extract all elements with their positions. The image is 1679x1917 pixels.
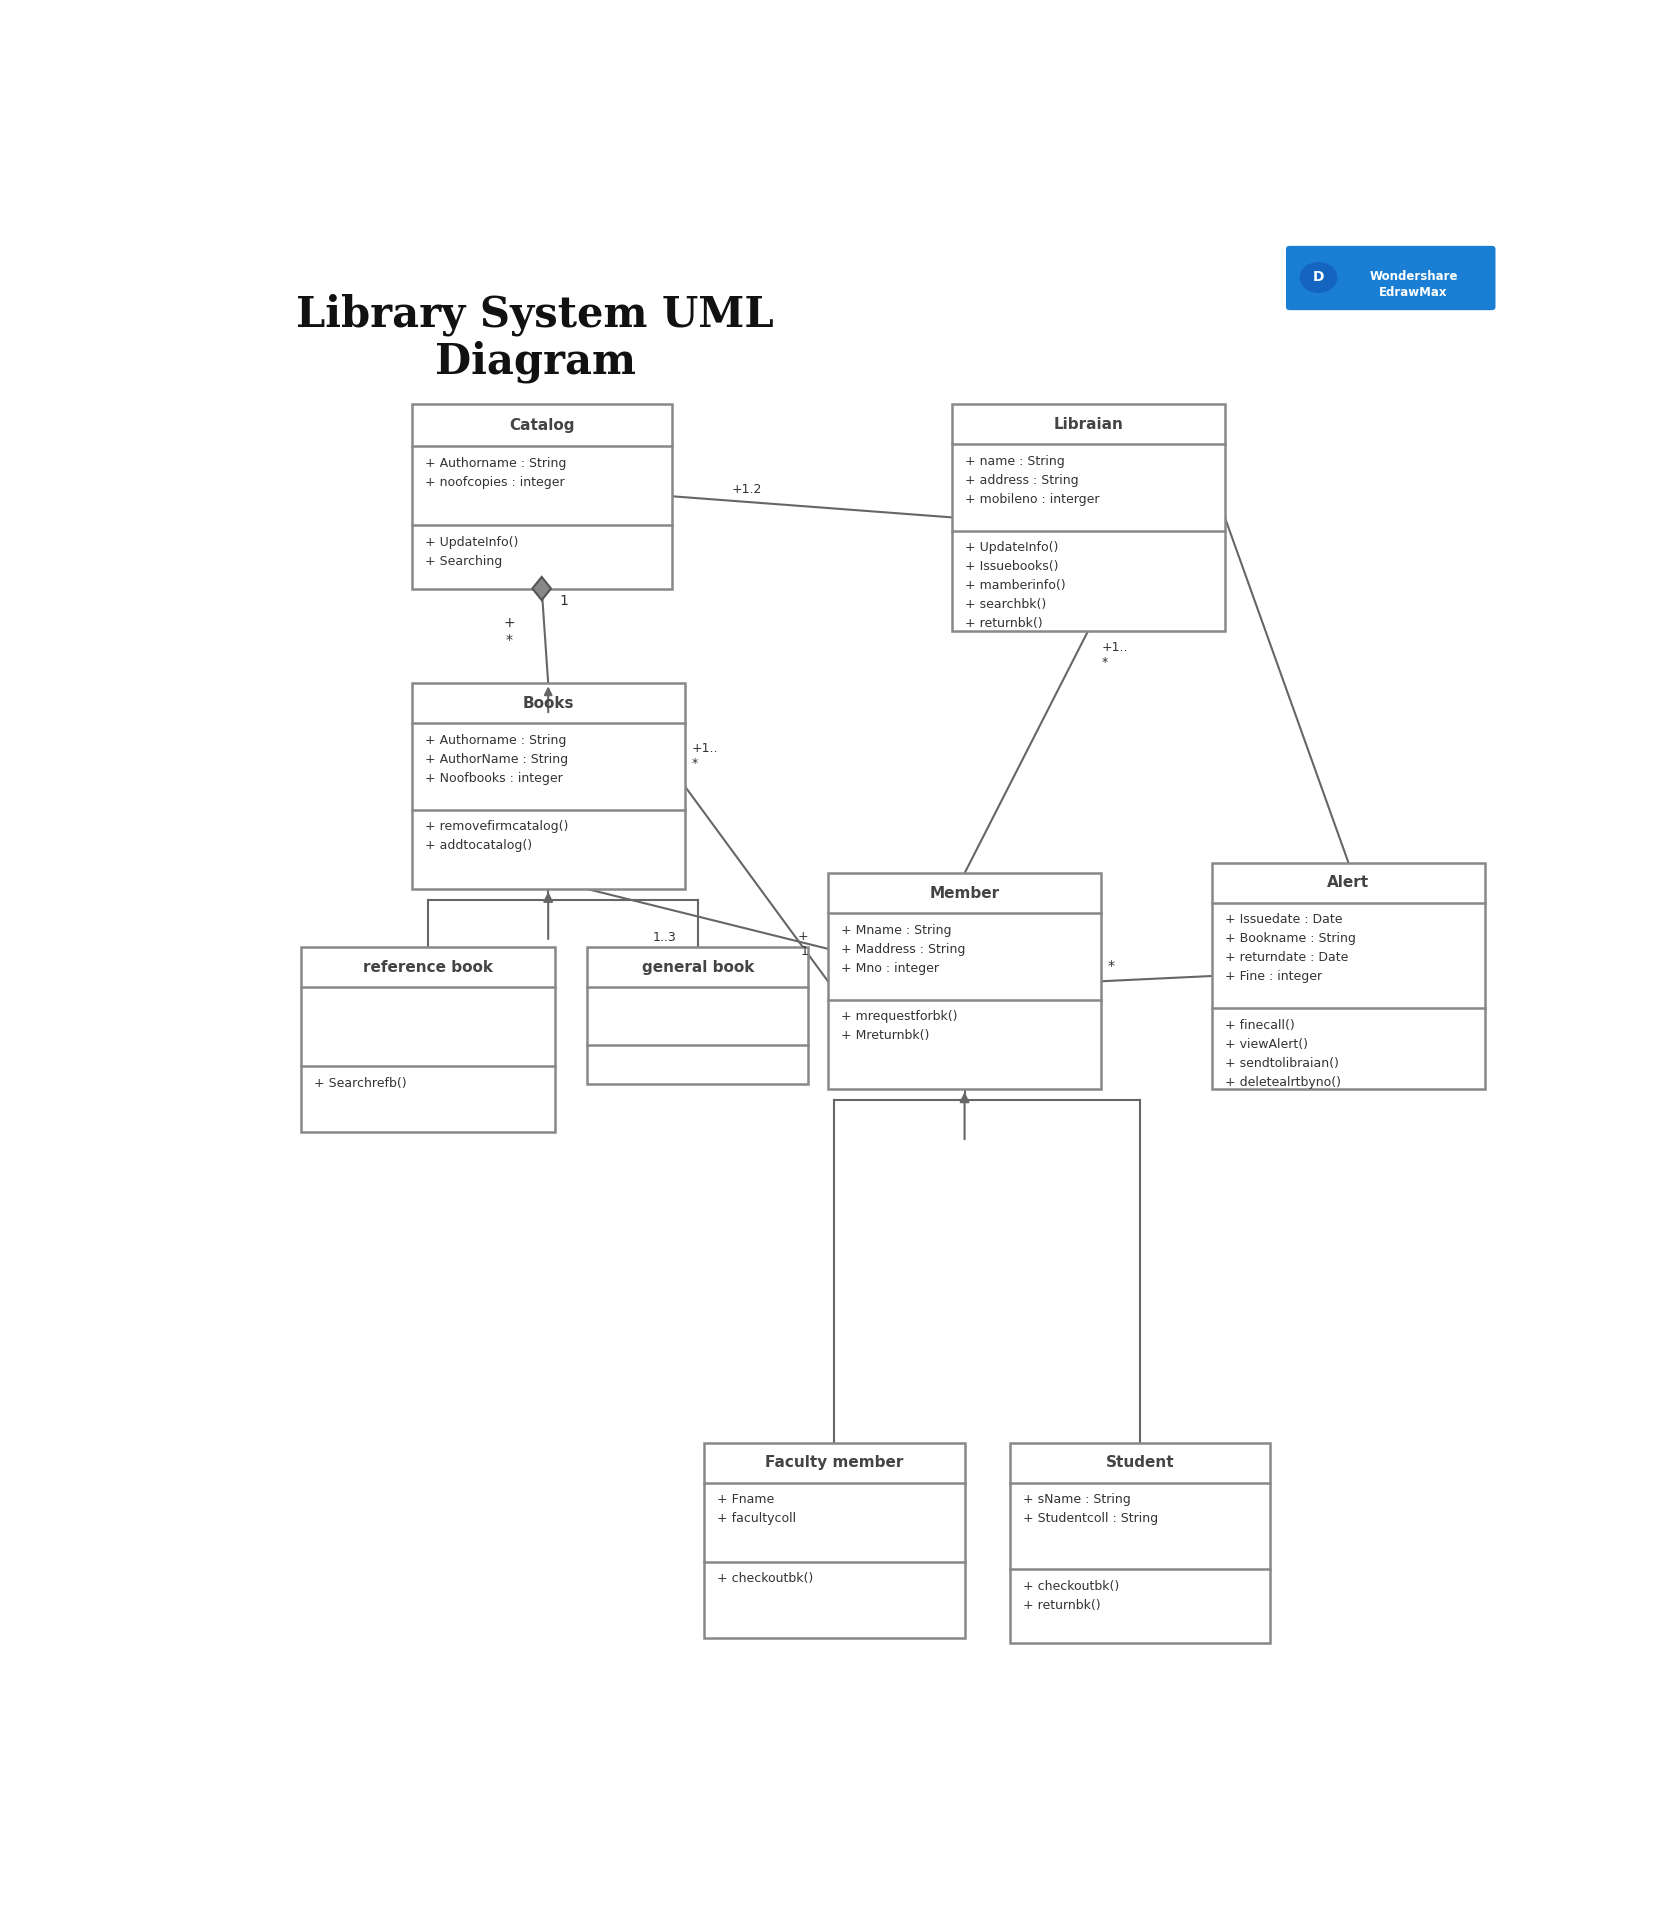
Text: + noofcopies : integer: + noofcopies : integer [425, 475, 564, 489]
Text: + name : String: + name : String [964, 454, 1064, 468]
Text: + removefirmcatalog(): + removefirmcatalog() [425, 820, 568, 834]
Text: + Fine : integer: + Fine : integer [1226, 970, 1321, 983]
Text: + addtocatalog(): + addtocatalog() [425, 840, 532, 853]
Text: Alert: Alert [1328, 876, 1370, 889]
Bar [411, 684, 685, 889]
Text: reference book: reference book [363, 960, 494, 974]
Text: + Searchrefb(): + Searchrefb() [314, 1077, 406, 1089]
Text: + Issuebooks(): + Issuebooks() [964, 560, 1058, 573]
Text: 1..3: 1..3 [653, 932, 677, 945]
Text: + mrequestforbk(): + mrequestforbk() [841, 1010, 957, 1024]
Text: + UpdateInfo(): + UpdateInfo() [964, 541, 1058, 554]
Text: + facultycoll: + facultycoll [717, 1513, 796, 1526]
Polygon shape [532, 577, 551, 600]
Text: Diagram: Diagram [435, 341, 636, 383]
Bar [828, 874, 1101, 1089]
Text: D: D [1313, 270, 1325, 284]
Text: + returnbk(): + returnbk() [1023, 1599, 1101, 1612]
Text: general book: general book [641, 960, 754, 974]
Text: + returndate : Date: + returndate : Date [1226, 951, 1348, 964]
Text: +
1: + 1 [798, 930, 809, 958]
Text: + Studentcoll : String: + Studentcoll : String [1023, 1513, 1159, 1526]
Text: + UpdateInfo(): + UpdateInfo() [425, 537, 517, 548]
Text: Faculty member: Faculty member [766, 1455, 903, 1470]
Text: Catalog: Catalog [509, 418, 574, 433]
Text: + returnbk(): + returnbk() [964, 617, 1043, 631]
Text: *: * [1108, 958, 1115, 972]
Text: + Issuedate : Date: + Issuedate : Date [1226, 912, 1342, 926]
Text: +1..
*: +1.. * [1101, 640, 1128, 669]
Text: Library System UML: Library System UML [297, 293, 774, 335]
Bar [1212, 863, 1486, 1089]
Text: + Mno : integer: + Mno : integer [841, 962, 939, 974]
Text: + address : String: + address : String [964, 473, 1078, 487]
Text: + Searching: + Searching [425, 554, 502, 567]
Bar [301, 947, 554, 1131]
Text: +
*: + * [504, 615, 515, 646]
Bar [411, 404, 672, 589]
Bar [705, 1444, 964, 1637]
Text: +1..
*: +1.. * [692, 742, 719, 771]
Text: + sendtolibraian(): + sendtolibraian() [1226, 1056, 1338, 1070]
Text: +1.2: +1.2 [732, 483, 762, 497]
Text: + Authorname : String: + Authorname : String [425, 456, 566, 470]
Text: + Noofbooks : integer: + Noofbooks : integer [425, 773, 562, 784]
Bar [952, 404, 1226, 631]
Text: + searchbk(): + searchbk() [964, 598, 1046, 612]
Text: + sName : String: + sName : String [1023, 1493, 1132, 1507]
Text: + finecall(): + finecall() [1226, 1018, 1295, 1031]
Text: + mobileno : interger: + mobileno : interger [964, 493, 1100, 506]
Text: + Bookname : String: + Bookname : String [1226, 932, 1355, 945]
Text: Student: Student [1106, 1455, 1175, 1470]
Text: + deletealrtbyno(): + deletealrtbyno() [1226, 1075, 1342, 1089]
Text: + Mreturnbk(): + Mreturnbk() [841, 1029, 930, 1043]
Text: + Fname: + Fname [717, 1493, 774, 1507]
Text: + mamberinfo(): + mamberinfo() [964, 579, 1064, 592]
Bar [588, 947, 809, 1085]
Text: Libraian: Libraian [1053, 416, 1123, 431]
Circle shape [1300, 263, 1336, 291]
Text: Books: Books [522, 696, 574, 711]
Text: Member: Member [930, 886, 999, 901]
Text: + viewAlert(): + viewAlert() [1226, 1037, 1308, 1051]
Text: EdrawMax: EdrawMax [1378, 286, 1447, 299]
Text: + AuthorName : String: + AuthorName : String [425, 753, 568, 767]
Bar [1011, 1444, 1271, 1643]
Text: + Maddress : String: + Maddress : String [841, 943, 965, 957]
Text: Wondershare: Wondershare [1370, 270, 1457, 284]
FancyBboxPatch shape [1286, 245, 1496, 311]
Text: 1: 1 [559, 594, 569, 608]
Text: + checkoutbk(): + checkoutbk() [717, 1572, 814, 1585]
Text: + checkoutbk(): + checkoutbk() [1023, 1580, 1120, 1593]
Text: + Mname : String: + Mname : String [841, 924, 952, 937]
Text: + Authorname : String: + Authorname : String [425, 734, 566, 748]
